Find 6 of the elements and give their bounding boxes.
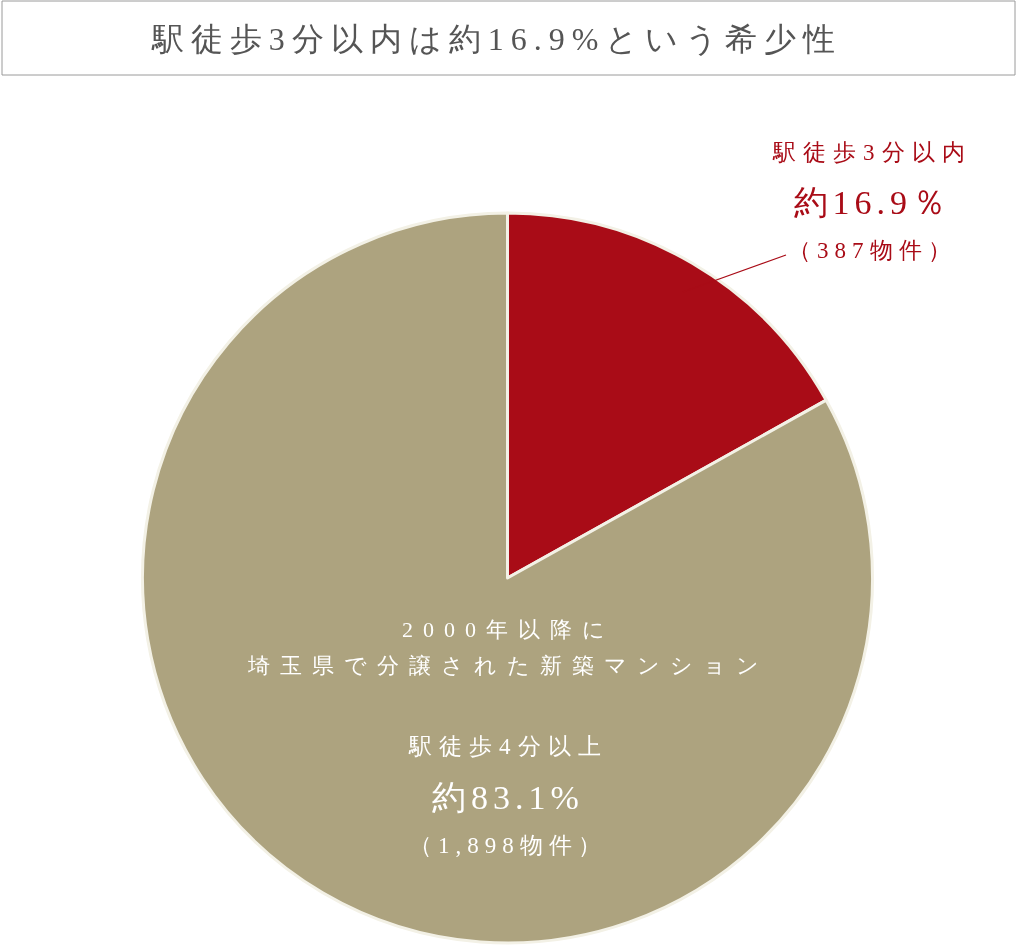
slice-label: 駅徒歩4分以上	[408, 734, 608, 759]
chart-title: 駅徒歩3分以内は約16.9%という希少性	[150, 21, 843, 58]
data-label: 約16.9％（387物件）	[788, 184, 957, 264]
text: 2000年以降に埼玉県で分譲された新築マンション	[247, 617, 769, 679]
slice-label: 駅徒歩3分以内	[772, 140, 972, 165]
data-label: 約83.1%（1,898物件）	[409, 779, 607, 859]
